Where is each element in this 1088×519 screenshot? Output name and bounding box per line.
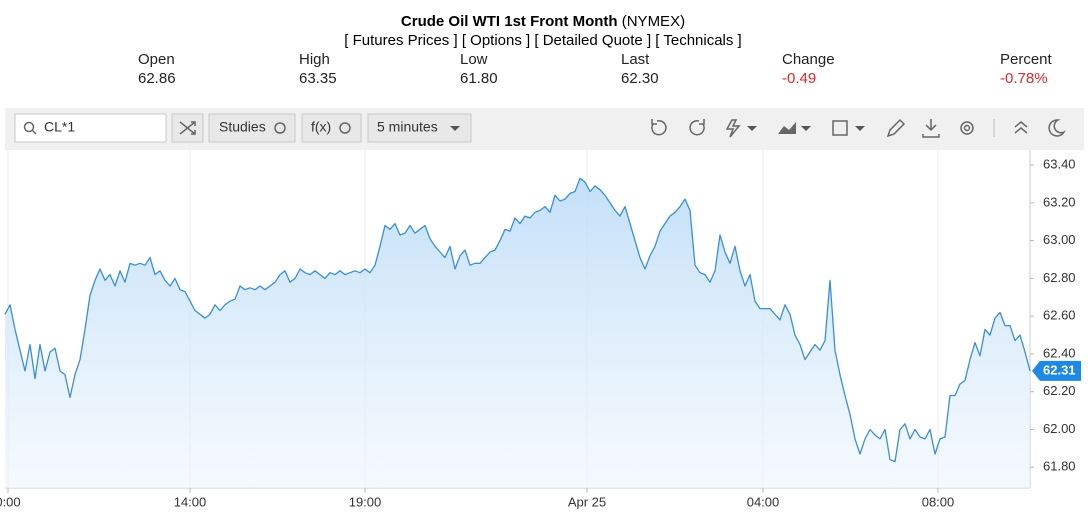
stat-label: Percent <box>1000 51 1053 68</box>
title: Crude Oil WTI 1st Front Month <box>401 13 618 30</box>
stat-label: High <box>299 51 330 68</box>
y-tick-label: 63.40 <box>1043 157 1076 172</box>
x-tick-label: 14:00 <box>174 494 207 509</box>
add-icon <box>274 122 286 134</box>
x-tick-label: 08:00 <box>922 494 955 509</box>
y-tick-label: 62.00 <box>1043 421 1076 436</box>
interval-label: 5 minutes <box>377 119 438 135</box>
quote-links: [ Futures Prices ] [ Options ] [ Detaile… <box>344 32 741 49</box>
stat-value: 63.35 <box>299 70 337 87</box>
y-tick-label: 62.40 <box>1043 345 1076 360</box>
stat-value: 62.30 <box>621 70 659 87</box>
y-tick-label: 63.00 <box>1043 232 1076 247</box>
price-line <box>4 177 1031 463</box>
exchange: (NYMEX) <box>622 13 685 30</box>
undo-icon[interactable] <box>651 119 667 136</box>
stat-label: Low <box>460 51 488 68</box>
events-icon[interactable] <box>725 119 741 138</box>
stat-label: Change <box>782 51 835 68</box>
settings-icon <box>963 124 971 132</box>
stat-value: 62.86 <box>138 70 176 87</box>
stat-label: Last <box>621 51 650 68</box>
y-tick-label: 62.80 <box>1043 270 1076 285</box>
symbol-text: CL*1 <box>44 119 75 135</box>
search-icon <box>31 129 37 135</box>
function-button[interactable] <box>301 113 362 143</box>
x-tick-label: 04:00 <box>747 494 780 509</box>
download-icon[interactable] <box>922 119 940 138</box>
quote-link[interactable]: [ Technicals ] <box>655 32 741 49</box>
redo-icon[interactable] <box>689 119 705 136</box>
last-price-badge <box>1032 360 1081 381</box>
studies-label: Studies <box>219 119 266 135</box>
compare-icon <box>179 121 196 135</box>
dropdown-icon <box>450 126 460 131</box>
x-tick-label: Apr 25 <box>568 494 606 509</box>
dropdown-icon <box>801 126 811 131</box>
y-tick-label: 62.20 <box>1043 383 1076 398</box>
quote-link[interactable]: [ Options ] <box>462 32 530 49</box>
quote-link[interactable]: [ Detailed Quote ] <box>534 32 651 49</box>
y-tick-label: 63.20 <box>1043 194 1076 209</box>
toolbar <box>5 108 1084 150</box>
dropdown-icon <box>855 126 865 131</box>
stat-value: 61.80 <box>460 70 498 87</box>
chart-type-icon[interactable] <box>778 122 796 134</box>
dropdown-icon <box>747 126 757 131</box>
add-icon <box>339 122 351 134</box>
studies-button[interactable] <box>208 113 296 143</box>
symbol-input[interactable] <box>14 113 167 143</box>
draw-icon[interactable] <box>886 118 906 138</box>
layout-icon[interactable] <box>832 120 848 136</box>
x-tick-label: 0:00 <box>0 494 21 509</box>
x-tick-label: 19:00 <box>349 494 382 509</box>
stat-value: -0.49 <box>782 70 816 87</box>
area <box>5 178 1030 489</box>
search-icon <box>23 121 35 133</box>
settings-icon[interactable] <box>960 121 974 135</box>
y-tick-label: 62.60 <box>1043 308 1076 323</box>
quote-title: Crude Oil WTI 1st Front Month (NYMEX) <box>401 13 685 30</box>
stat-value: -0.78% <box>1000 70 1048 87</box>
theme-icon[interactable] <box>1048 119 1066 137</box>
quote-link[interactable]: [ Futures Prices ] <box>344 32 457 49</box>
collapse-icon[interactable] <box>1014 121 1028 134</box>
stat-label: Open <box>138 51 175 68</box>
y-tick-label: 61.80 <box>1043 459 1076 474</box>
last-price-label: 62.31 <box>1043 362 1076 377</box>
function-label: f(x) <box>311 119 331 135</box>
